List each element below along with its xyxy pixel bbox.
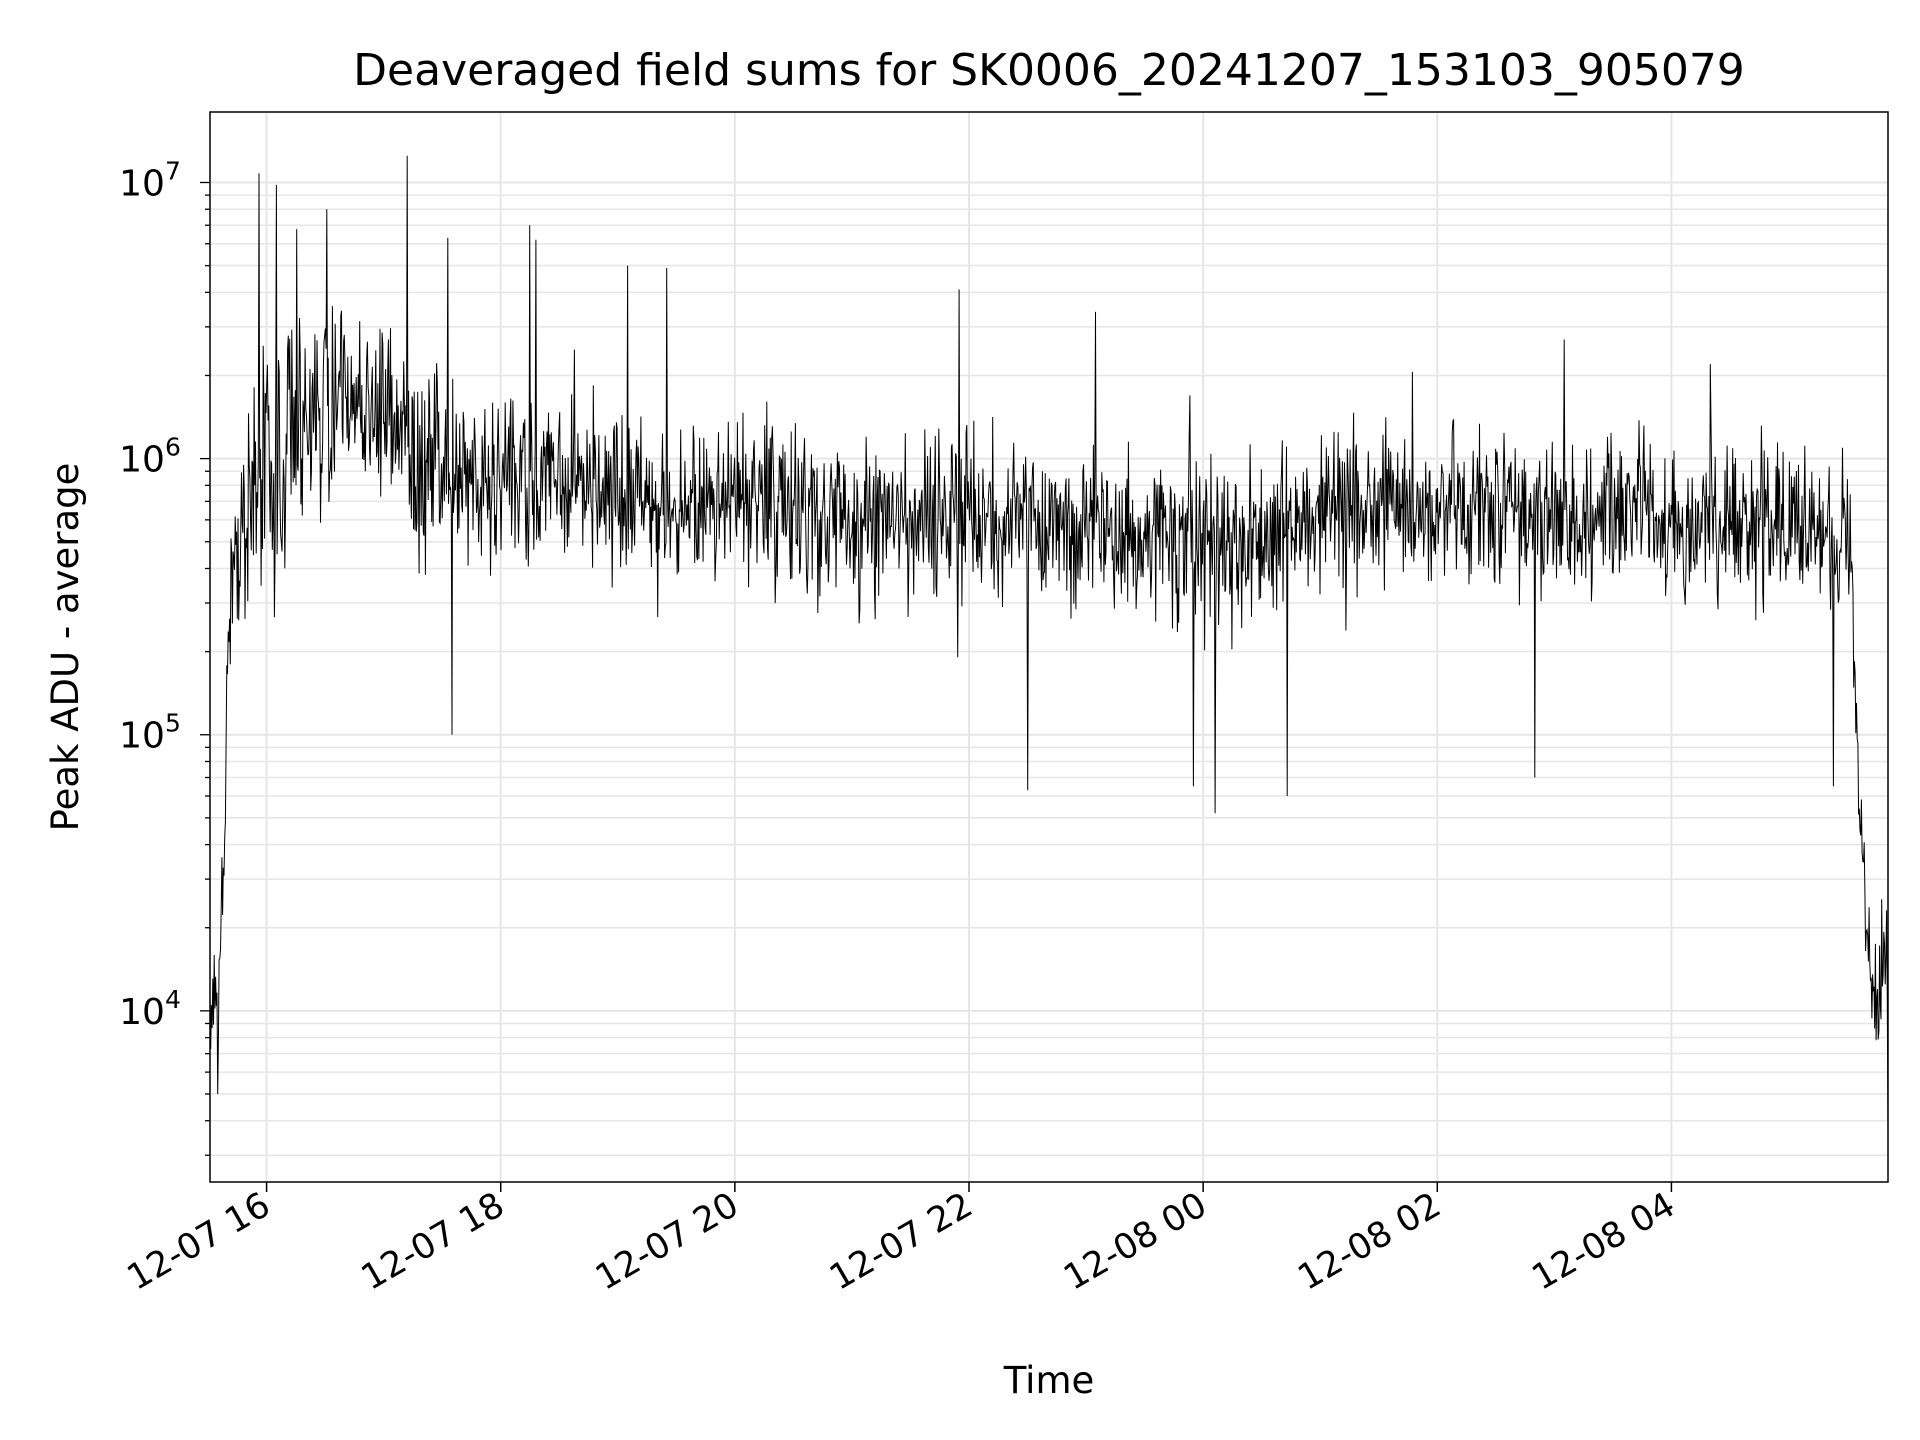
y-tick-label: 105 — [119, 709, 181, 757]
y-tick-label: 107 — [119, 156, 181, 204]
chart-title: Deaveraged field sums for SK0006_2024120… — [353, 45, 1745, 96]
y-axis-label: Peak ADU - average — [44, 463, 87, 832]
data-series-line — [209, 155, 1889, 1134]
y-tick-label: 106 — [119, 433, 181, 481]
y-axis-ticks: 104 105 106 107 — [119, 156, 210, 1156]
y-tick-label: 104 — [119, 985, 181, 1033]
x-axis-label: Time — [1003, 1359, 1095, 1402]
plot-frame — [209, 111, 1889, 1183]
